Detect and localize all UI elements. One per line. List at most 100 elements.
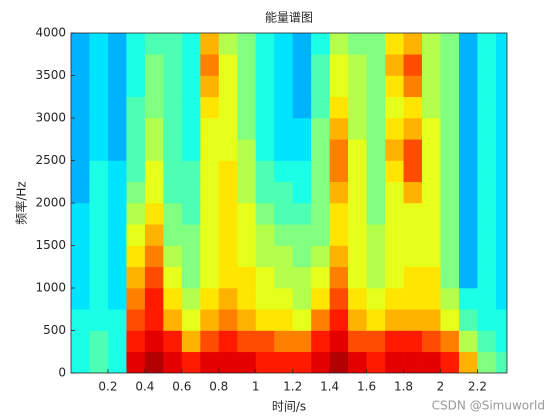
heat-cell (181, 181, 201, 204)
heat-cell (218, 75, 238, 98)
heat-cell (181, 160, 201, 183)
heat-cell (311, 245, 330, 268)
heat-cell (218, 288, 238, 310)
y-tick-label: 2500 (35, 153, 66, 167)
heat-cell (292, 245, 312, 268)
heat-cell (89, 75, 109, 98)
heat-cell (422, 181, 441, 204)
heat-cell (163, 160, 183, 183)
heat-cell (366, 181, 386, 204)
heat-cell (200, 181, 220, 204)
heat-cell (422, 266, 441, 289)
x-tick-label: 0.2 (98, 380, 117, 394)
heat-cell (422, 75, 441, 98)
heat-cell (422, 288, 441, 310)
heat-cell (163, 54, 183, 76)
heat-cell (477, 288, 497, 310)
heat-cell (126, 118, 146, 140)
heat-cell (237, 118, 257, 140)
heat-cell (200, 203, 220, 225)
heat-cell (458, 118, 478, 140)
heat-cell (89, 160, 109, 183)
heat-cell (292, 139, 312, 161)
heat-cell (458, 54, 478, 76)
heat-cell (71, 309, 90, 331)
heat-cell (422, 330, 441, 353)
x-tick-label: 1.8 (394, 380, 413, 394)
heat-cell (274, 75, 293, 98)
heat-cell (274, 203, 293, 225)
heat-cell (329, 330, 349, 353)
heat-cell (477, 54, 497, 76)
heat-cell (144, 96, 164, 119)
heat-cell (329, 139, 349, 161)
heat-cell (440, 96, 460, 119)
heat-cell (71, 118, 90, 140)
heat-cell (311, 181, 330, 204)
heat-cell (200, 245, 220, 268)
x-tick-label: 1.6 (357, 380, 376, 394)
heat-cell (163, 118, 183, 140)
heat-cell (311, 75, 330, 98)
x-tick-label: 2.2 (468, 380, 487, 394)
heat-cell (385, 118, 404, 140)
heat-cell (366, 118, 386, 140)
heat-cell (218, 54, 238, 76)
heat-cell (255, 203, 275, 225)
heat-cell (71, 203, 90, 225)
heat-cell (440, 181, 460, 204)
heat-cell (366, 288, 386, 310)
heat-cell (403, 96, 423, 119)
heat-cell (181, 288, 201, 310)
heat-cell (440, 266, 460, 289)
heat-cell (385, 96, 404, 119)
heat-cell (218, 266, 238, 289)
heat-cell (292, 288, 312, 310)
heat-cell (107, 181, 127, 204)
heat-cell (89, 351, 109, 373)
heat-cell (237, 96, 257, 119)
heat-cell (181, 245, 201, 268)
heat-cell (440, 330, 460, 353)
heat-cell (107, 224, 127, 246)
heat-cell (107, 245, 127, 268)
heat-cell (422, 160, 441, 183)
x-tick-label: 1 (252, 380, 260, 394)
heat-cell (163, 309, 183, 331)
heat-cell (348, 139, 367, 161)
heat-cell (126, 203, 146, 225)
heat-cell (71, 245, 90, 268)
heat-cell (477, 33, 497, 55)
heat-cell (200, 139, 220, 161)
heat-cell (163, 351, 183, 373)
heat-cell (403, 288, 423, 310)
heat-cell (144, 245, 164, 268)
heat-cell (255, 330, 275, 353)
heat-cell (163, 203, 183, 225)
heat-cell (181, 203, 201, 225)
heat-cell (126, 266, 146, 289)
heat-cell (163, 75, 183, 98)
heat-cell (311, 224, 330, 246)
heat-cell (200, 96, 220, 119)
heat-cell (237, 203, 257, 225)
heat-cell (144, 181, 164, 204)
heat-cell (218, 309, 238, 331)
heat-cell (218, 181, 238, 204)
heat-cell (144, 266, 164, 289)
heat-cell (163, 224, 183, 246)
heat-cell (366, 54, 386, 76)
heat-cell (477, 96, 497, 119)
heat-cell (477, 309, 497, 331)
heat-cell (311, 203, 330, 225)
heat-cell (144, 309, 164, 331)
heat-cell (311, 54, 330, 76)
heat-cell (366, 203, 386, 225)
heat-cell (385, 54, 404, 76)
heat-cell (422, 118, 441, 140)
heat-cell (385, 139, 404, 161)
heat-cell (477, 75, 497, 98)
heat-cell (385, 33, 404, 55)
heat-cell (440, 75, 460, 98)
heat-cell (237, 330, 257, 353)
